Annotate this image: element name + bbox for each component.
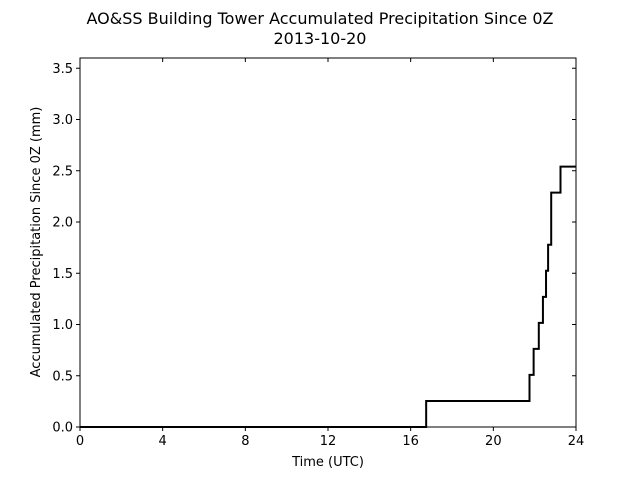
x-tick-label: 24 xyxy=(568,434,585,449)
x-tick-label: 4 xyxy=(159,434,167,449)
y-tick-label: 0.5 xyxy=(52,369,73,384)
x-tick-label: 16 xyxy=(402,434,419,449)
chart-subtitle: 2013-10-20 xyxy=(274,29,367,48)
x-tick-label: 0 xyxy=(76,434,84,449)
plot-area xyxy=(79,57,577,428)
x-tick-label: 20 xyxy=(485,434,502,449)
y-tick-label: 2.5 xyxy=(52,164,73,179)
plot-frame xyxy=(79,57,577,428)
y-axis-ticks: 0.0 0.5 1.0 1.5 2.0 2.5 3.0 3.5 xyxy=(52,62,576,436)
x-tick-label: 12 xyxy=(320,434,337,449)
x-tick-label: 8 xyxy=(241,434,249,449)
chart-title: AO&SS Building Tower Accumulated Precipi… xyxy=(87,9,554,28)
y-tick-label: 1.5 xyxy=(52,267,73,282)
y-axis-label: Accumulated Precipitation Since 0Z (mm) xyxy=(29,107,44,378)
series-layer xyxy=(80,165,576,428)
y-tick-label: 1.0 xyxy=(52,318,73,333)
x-axis-ticks: 0 4 8 12 16 20 24 xyxy=(76,58,584,449)
y-tick-label: 3.0 xyxy=(52,113,73,128)
x-axis-label: Time (UTC) xyxy=(291,455,364,470)
precipitation-step-line xyxy=(80,165,576,428)
y-tick-label: 3.5 xyxy=(52,62,73,77)
y-tick-label: 2.0 xyxy=(52,216,73,231)
y-tick-label: 0.0 xyxy=(52,421,73,436)
